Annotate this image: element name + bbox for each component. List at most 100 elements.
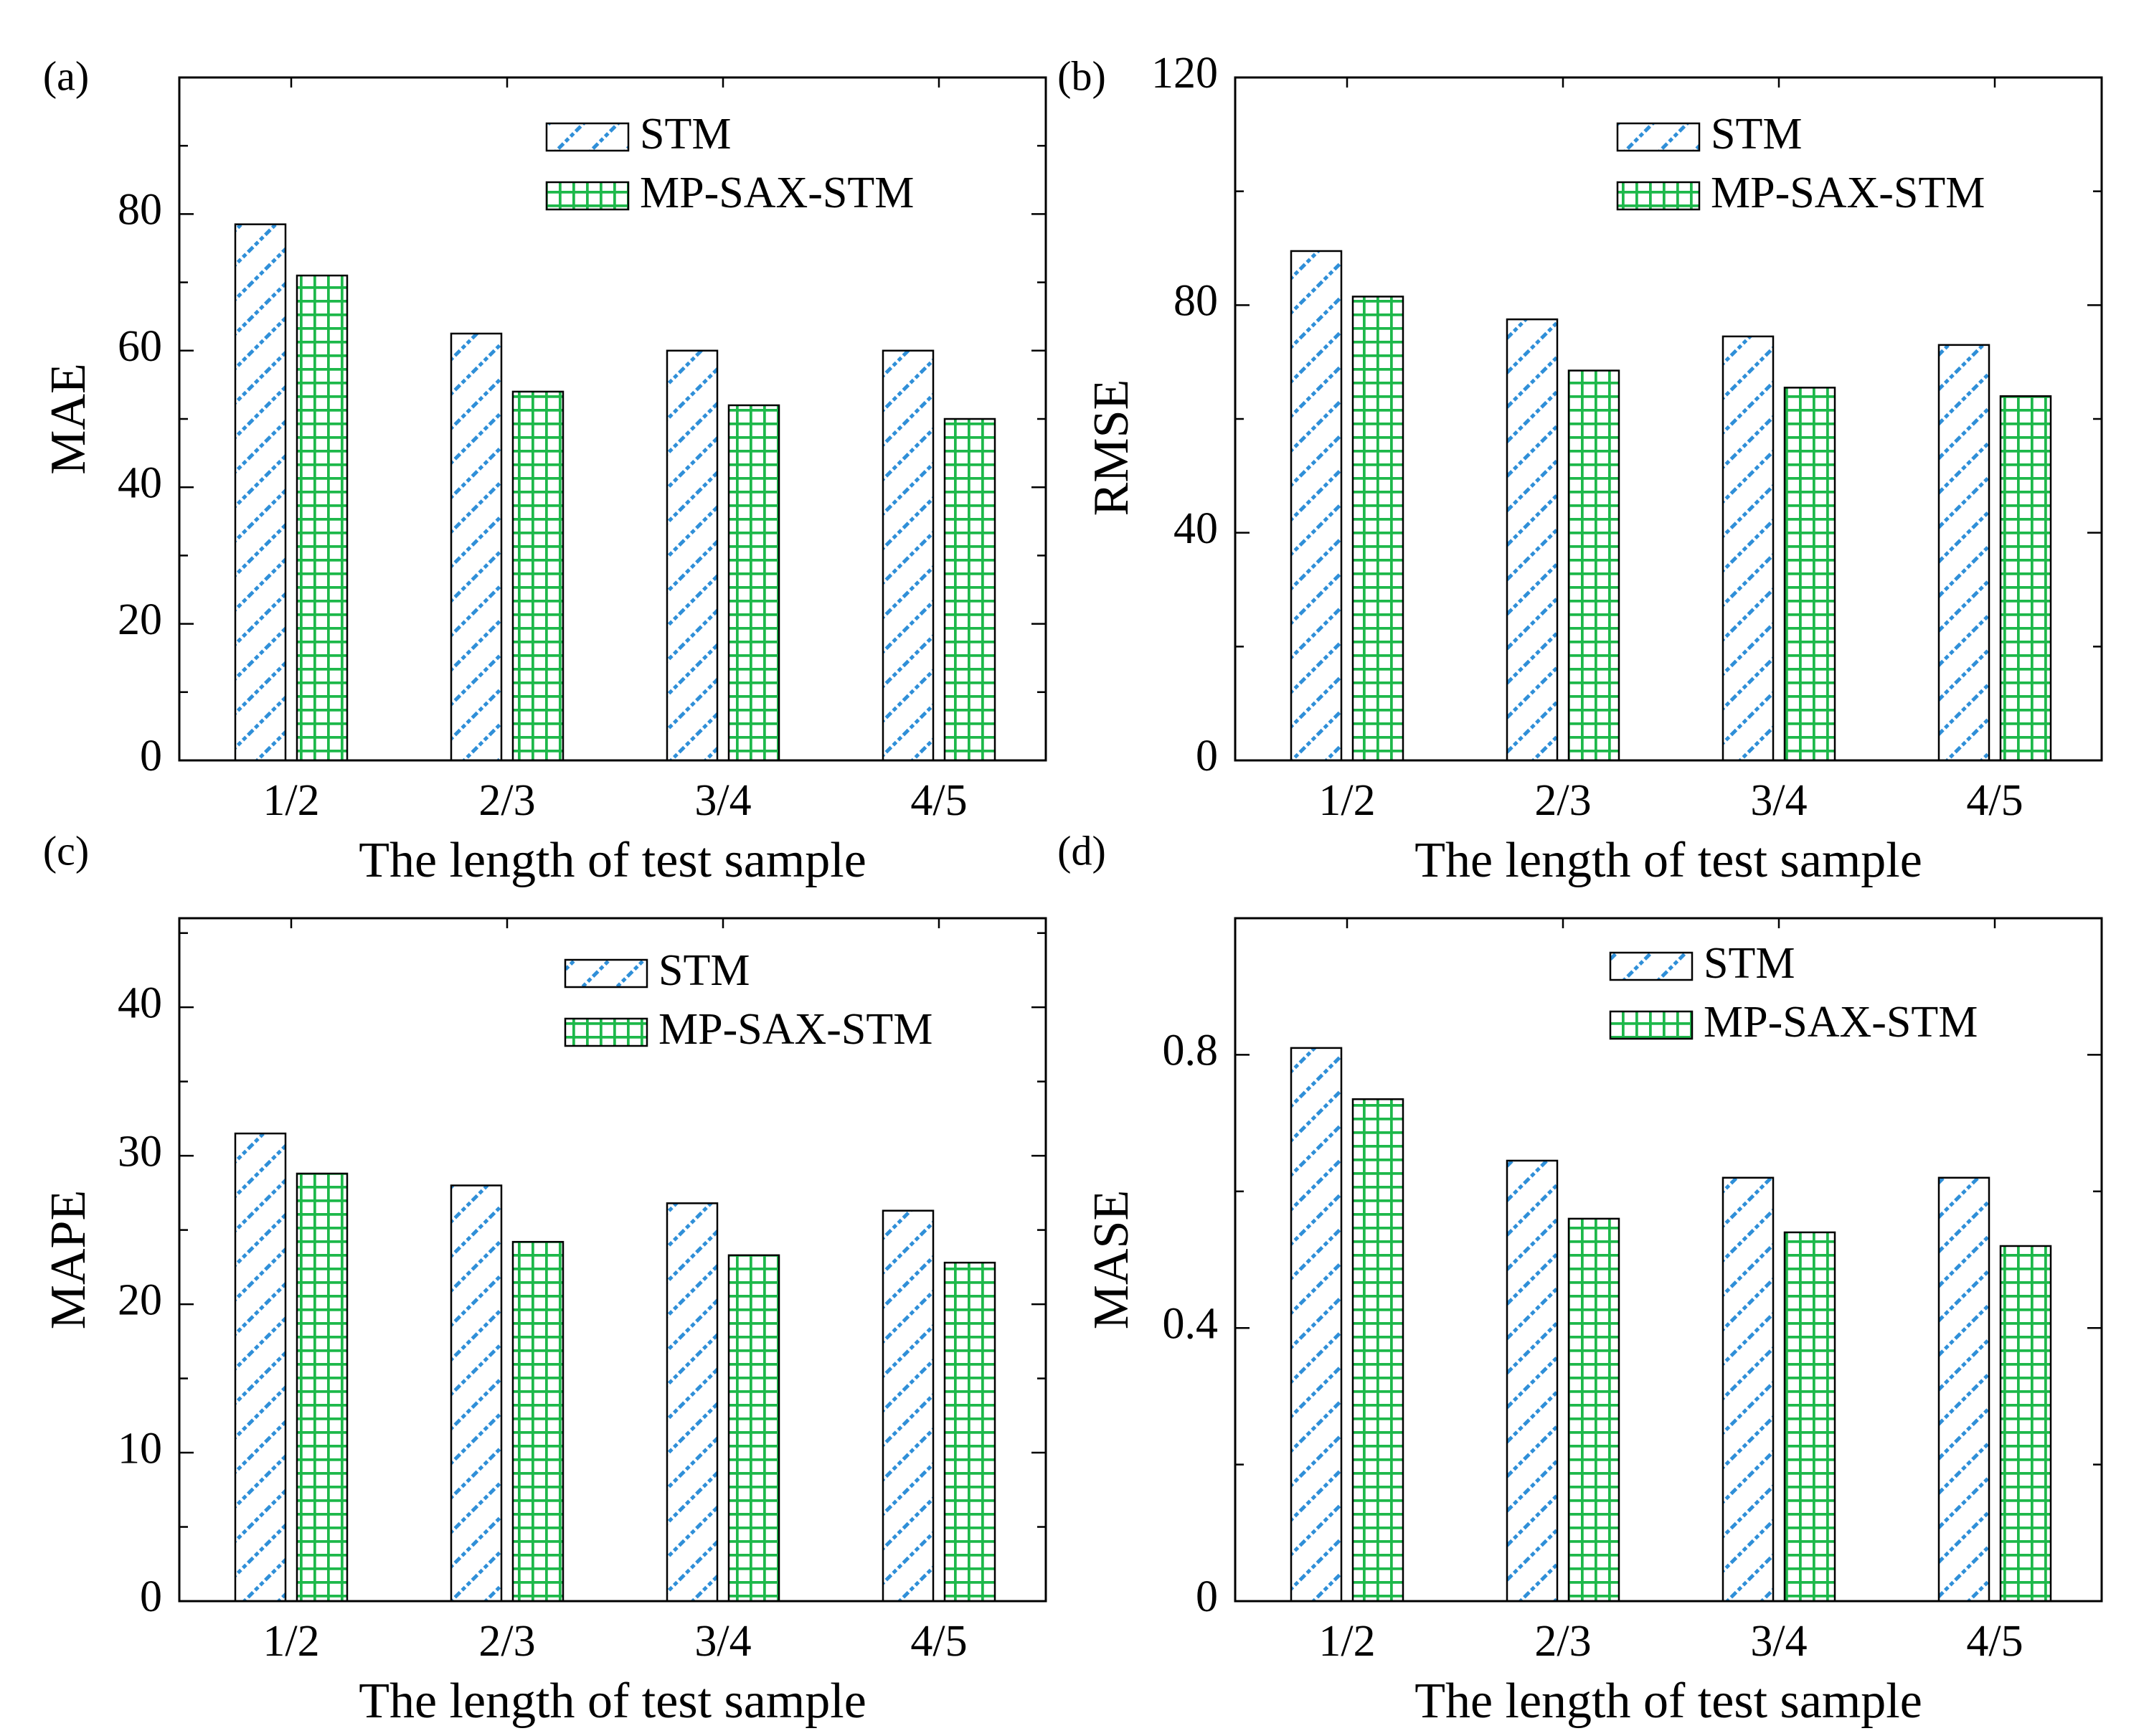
legend-swatch bbox=[1609, 951, 1694, 981]
mp-sax-stm-bar-3-4 bbox=[727, 1254, 780, 1603]
mp-sax-stm-bar-2-3 bbox=[511, 390, 565, 762]
x-tick-label: 1/2 bbox=[263, 1617, 319, 1666]
stm-bar-3-4 bbox=[666, 349, 719, 762]
axis-frame bbox=[178, 917, 1047, 1603]
y-tick-label: 30 bbox=[118, 1127, 162, 1176]
y-tick-label: 40 bbox=[118, 978, 162, 1027]
x-tick-label: 3/4 bbox=[694, 1617, 751, 1666]
legend-label: STM bbox=[1711, 110, 1802, 159]
legend-swatch bbox=[1616, 122, 1701, 152]
mp-sax-stm-bar-2-3 bbox=[1567, 369, 1620, 762]
mp-sax-stm-bar-1-2 bbox=[1351, 296, 1404, 762]
x-tick-label: 4/5 bbox=[910, 1617, 967, 1666]
panel-b: (b) 0 40 80 120 1/2 2/3 3/4 4/5 The length of tes… bbox=[1057, 49, 2103, 888]
panel-tag: (b) bbox=[1057, 52, 1106, 99]
legend-swatch bbox=[545, 181, 630, 211]
legend-swatch bbox=[1616, 181, 1701, 211]
legend-label: MP-SAX-STM bbox=[640, 169, 914, 217]
panel-tag: (c) bbox=[43, 827, 89, 874]
legend-label: MP-SAX-STM bbox=[1711, 169, 1985, 217]
mp-sax-stm-bar-3-4 bbox=[727, 404, 780, 762]
x-tick-label: 4/5 bbox=[910, 776, 967, 825]
y-tick-label: 120 bbox=[1151, 49, 1218, 98]
stm-bar-3-4 bbox=[1721, 335, 1775, 762]
y-tick-label: 0.8 bbox=[1163, 1027, 1219, 1075]
mp-sax-stm-bar-1-2 bbox=[296, 1172, 349, 1603]
stm-bar-2-3 bbox=[1506, 318, 1559, 762]
x-tick-label: 3/4 bbox=[1750, 776, 1807, 825]
x-tick-label: 4/5 bbox=[1966, 1617, 2023, 1666]
mp-sax-stm-bar-3-4 bbox=[1783, 387, 1836, 762]
y-tick-label: 60 bbox=[118, 322, 162, 371]
legend-label: STM bbox=[658, 946, 750, 995]
y-tick-label: 0 bbox=[140, 732, 162, 780]
stm-bar-4-5 bbox=[882, 1209, 935, 1603]
mp-sax-stm-bar-1-2 bbox=[296, 274, 349, 762]
y-tick-label: 80 bbox=[118, 186, 162, 235]
panel-c: (c) 0 10 20 30 40 1/2 2/3 3/4 4/5 The length of te… bbox=[41, 827, 1047, 1729]
x-axis-title: The length of test sample bbox=[1414, 833, 1922, 888]
mp-sax-stm-bar-2-3 bbox=[1567, 1217, 1620, 1603]
legend-swatch bbox=[564, 1017, 648, 1047]
y-tick-label: 0 bbox=[140, 1572, 162, 1621]
y-tick-label: 0 bbox=[1196, 1572, 1218, 1621]
y-tick-label: 20 bbox=[118, 595, 162, 644]
y-tick-label: 40 bbox=[118, 458, 162, 507]
stm-bar-1-2 bbox=[234, 223, 287, 762]
x-axis-title: The length of test sample bbox=[359, 1674, 866, 1729]
stm-bar-1-2 bbox=[1290, 1047, 1343, 1603]
y-axis-title: RMSE bbox=[1084, 379, 1139, 516]
stm-bar-1-2 bbox=[1290, 250, 1343, 762]
x-tick-label: 3/4 bbox=[694, 776, 751, 825]
x-tick-label: 2/3 bbox=[1534, 1617, 1591, 1666]
x-tick-label: 2/3 bbox=[478, 776, 535, 825]
x-tick-label: 2/3 bbox=[478, 1617, 535, 1666]
y-tick-label: 10 bbox=[118, 1424, 162, 1473]
x-tick-label: 1/2 bbox=[263, 776, 319, 825]
mp-sax-stm-bar-2-3 bbox=[511, 1240, 565, 1603]
panel-tag: (d) bbox=[1057, 827, 1106, 874]
y-axis-title: MAPE bbox=[41, 1190, 96, 1329]
y-tick-label: 20 bbox=[118, 1275, 162, 1324]
legend-label: STM bbox=[1704, 939, 1795, 988]
stm-bar-2-3 bbox=[450, 332, 503, 762]
legend-label: MP-SAX-STM bbox=[1704, 998, 1978, 1047]
legend-swatch bbox=[545, 122, 630, 152]
x-tick-label: 1/2 bbox=[1318, 776, 1375, 825]
legend-label: STM bbox=[640, 110, 731, 159]
y-axis-title: MASE bbox=[1084, 1190, 1139, 1329]
y-tick-label: 0.4 bbox=[1163, 1299, 1219, 1348]
stm-bar-2-3 bbox=[450, 1184, 503, 1603]
x-tick-label: 3/4 bbox=[1750, 1617, 1807, 1666]
mp-sax-stm-bar-4-5 bbox=[943, 1261, 996, 1603]
mp-sax-stm-bar-4-5 bbox=[943, 418, 996, 762]
x-tick-label: 1/2 bbox=[1318, 1617, 1375, 1666]
stm-bar-3-4 bbox=[1721, 1176, 1775, 1603]
stm-bar-4-5 bbox=[1937, 344, 1990, 762]
mp-sax-stm-bar-1-2 bbox=[1351, 1098, 1404, 1603]
panel-a: (a) 0 20 40 60 80 1/2 2/3 3/4 4/5 The length of te… bbox=[41, 52, 1047, 888]
legend-swatch bbox=[1609, 1010, 1694, 1040]
x-tick-label: 4/5 bbox=[1966, 776, 2023, 825]
legend-label: MP-SAX-STM bbox=[658, 1005, 932, 1054]
legend-swatch bbox=[564, 958, 648, 989]
x-axis-title: The length of test sample bbox=[359, 833, 866, 888]
mp-sax-stm-bar-3-4 bbox=[1783, 1231, 1836, 1603]
mp-sax-stm-bar-4-5 bbox=[1999, 395, 2052, 762]
x-axis-title: The length of test sample bbox=[1414, 1674, 1922, 1729]
x-tick-label: 2/3 bbox=[1534, 776, 1591, 825]
panel-tag: (a) bbox=[43, 52, 89, 99]
y-axis-title: MAE bbox=[41, 363, 96, 475]
y-tick-label: 0 bbox=[1196, 732, 1218, 780]
panel-d: (d) 0 0.4 0.8 1/2 2/3 3/4 4/5 The length of test… bbox=[1057, 827, 2103, 1729]
y-tick-label: 40 bbox=[1173, 504, 1218, 553]
stm-bar-1-2 bbox=[234, 1132, 287, 1603]
stm-bar-3-4 bbox=[666, 1202, 719, 1603]
y-tick-label: 80 bbox=[1173, 277, 1218, 326]
stm-bar-4-5 bbox=[1937, 1176, 1990, 1603]
stm-bar-2-3 bbox=[1506, 1159, 1559, 1603]
axis-frame bbox=[1234, 917, 2103, 1603]
mp-sax-stm-bar-4-5 bbox=[1999, 1245, 2052, 1603]
stm-bar-4-5 bbox=[882, 349, 935, 762]
